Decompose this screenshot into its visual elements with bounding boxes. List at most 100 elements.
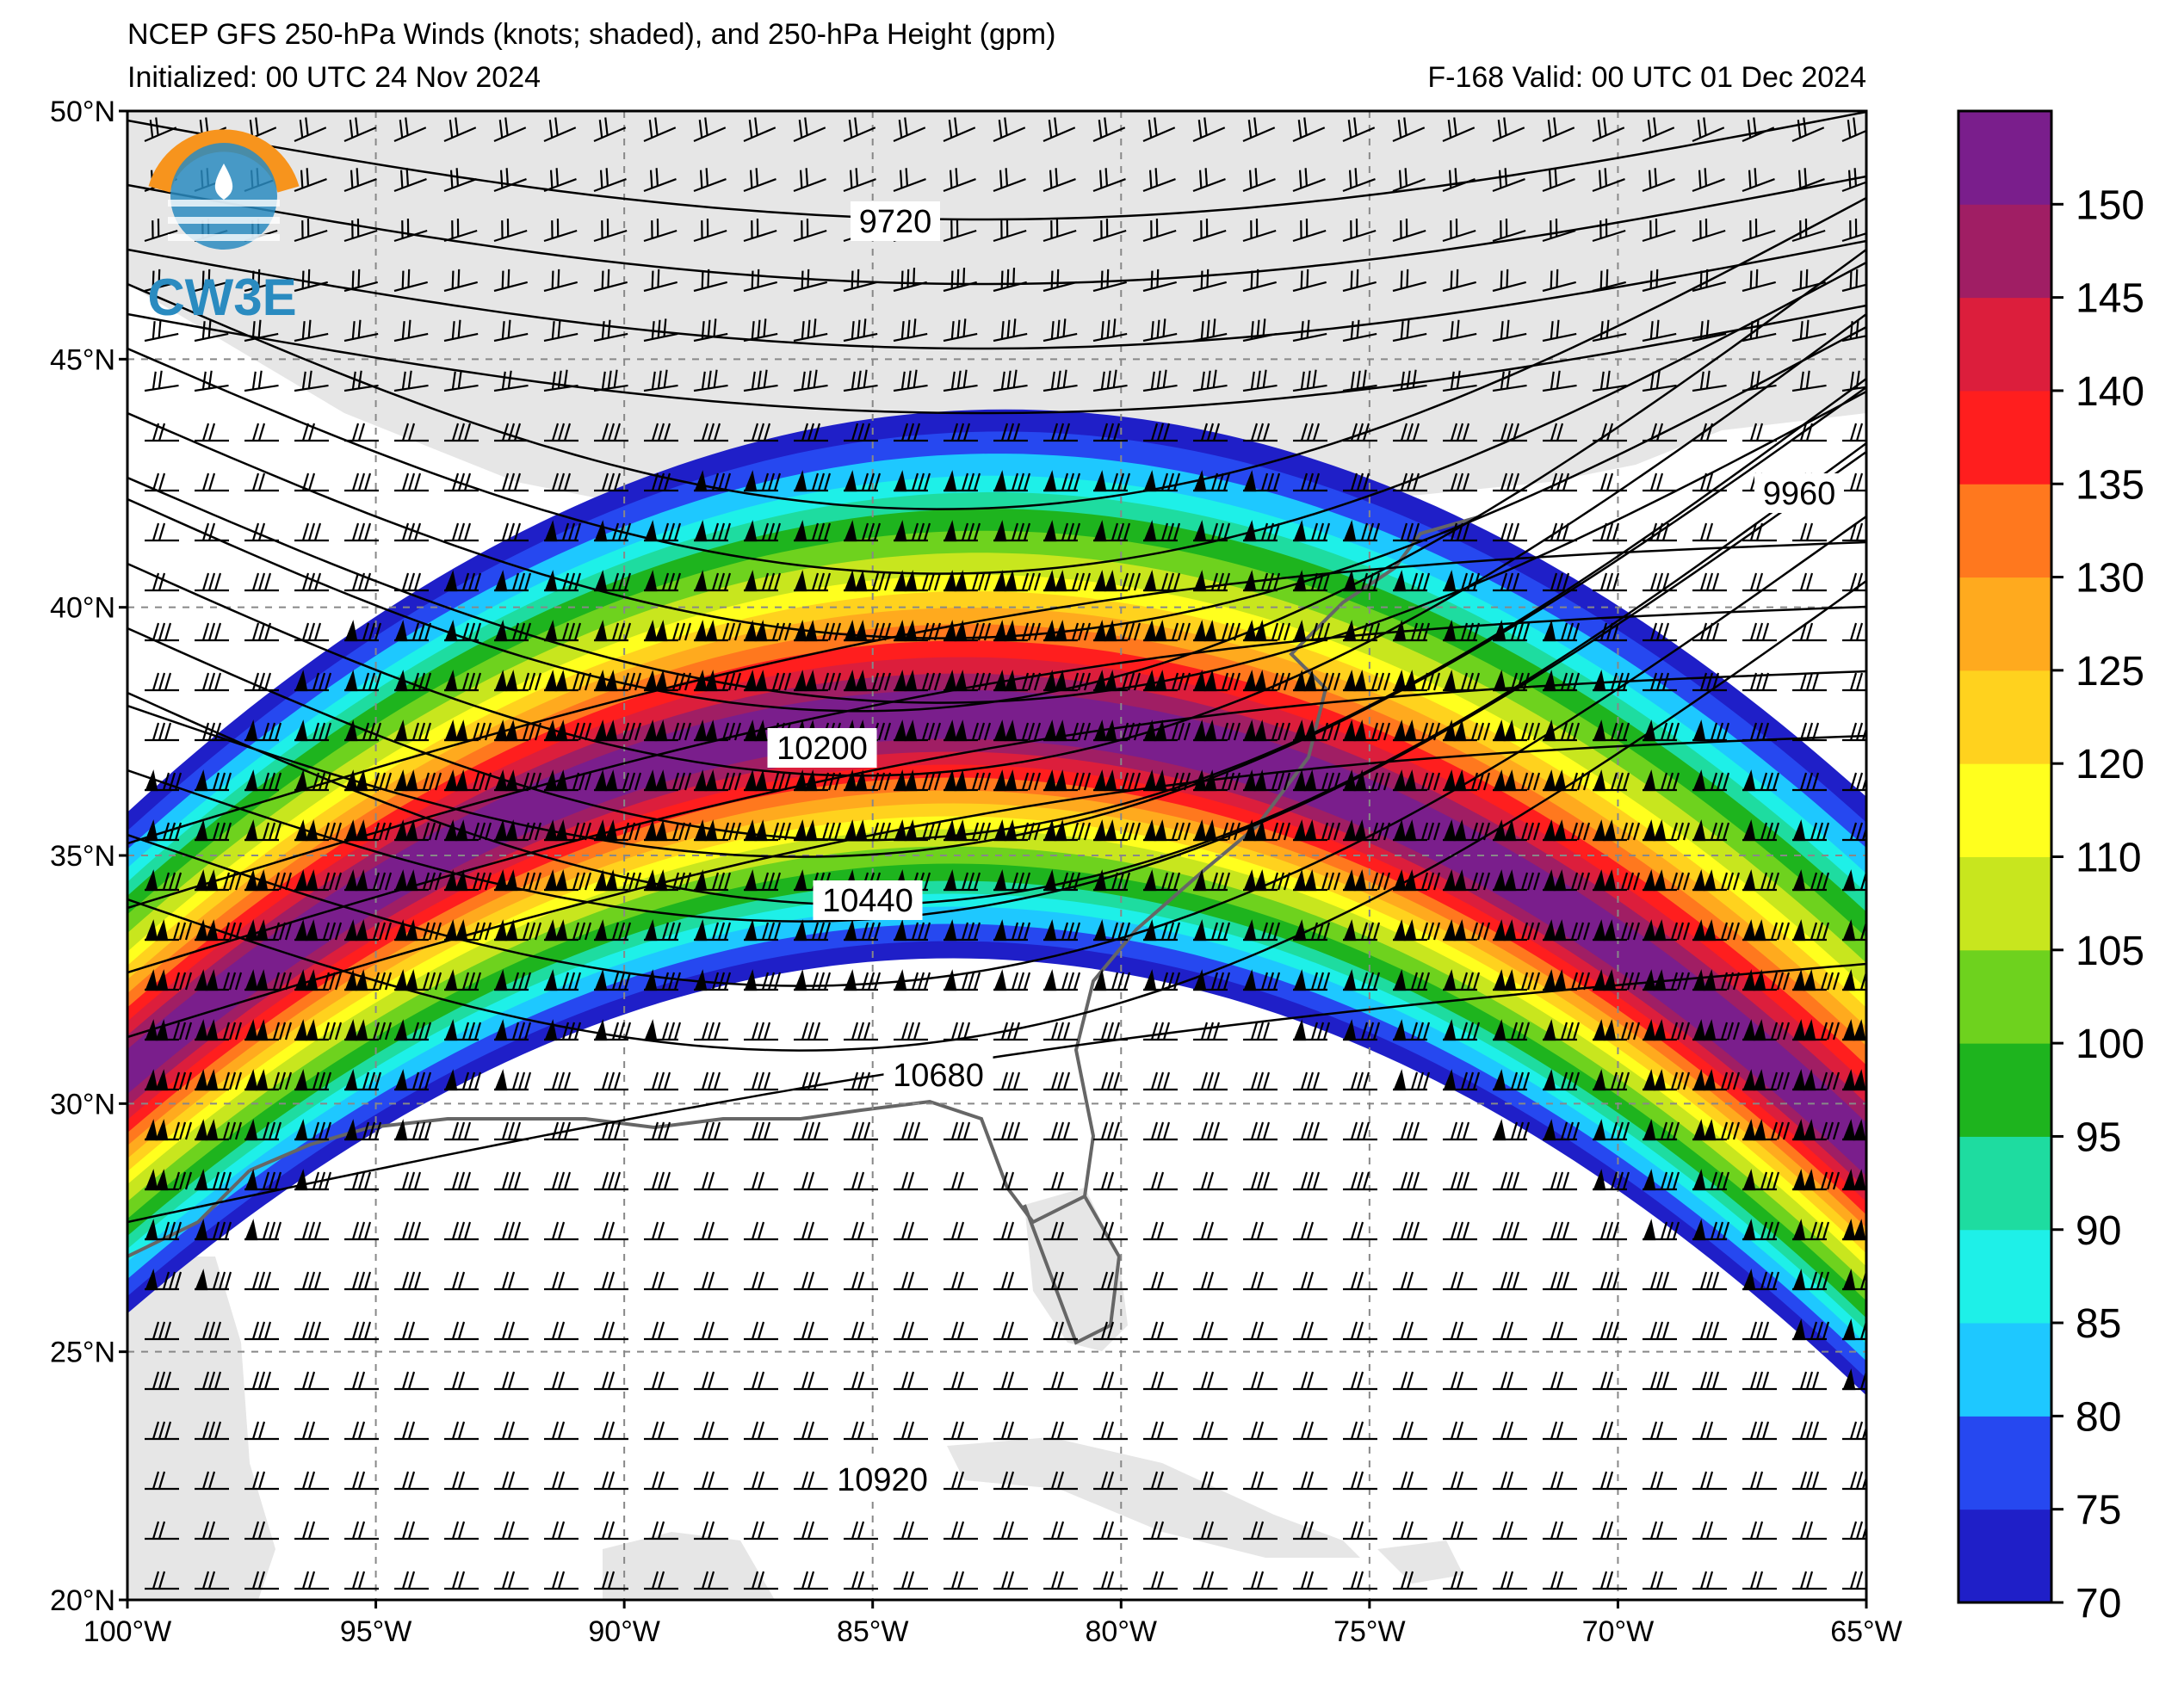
colorbar-segment xyxy=(1958,297,2051,392)
contour-label-10680: 10680 xyxy=(883,1055,993,1095)
wind-barb xyxy=(993,670,1042,692)
wind-barb xyxy=(343,319,379,343)
speed-band xyxy=(127,689,1866,1176)
wind-barb xyxy=(1443,570,1481,592)
wind-barb xyxy=(743,369,778,392)
wind-barb xyxy=(844,670,892,692)
wind-barb xyxy=(1742,319,1777,343)
wind-barb xyxy=(1043,318,1078,343)
wind-barb xyxy=(1192,117,1226,143)
wind-barb xyxy=(593,219,628,243)
wind-barb xyxy=(195,572,229,592)
wind-barb xyxy=(543,319,578,343)
wind-barb xyxy=(1342,319,1377,343)
gulf-coast-land xyxy=(127,1257,275,1600)
wind-barb xyxy=(443,319,479,343)
longitude-label: 85°W xyxy=(837,1615,909,1648)
latitude-label: 40°N xyxy=(50,592,115,625)
wind-barb xyxy=(793,318,828,343)
wind-barb xyxy=(393,269,428,293)
wind-barb xyxy=(794,470,832,492)
wind-barb xyxy=(244,522,279,542)
wind-barb xyxy=(343,168,377,193)
wind-barb xyxy=(294,423,329,442)
wind-barb xyxy=(1043,620,1092,642)
wind-barb xyxy=(694,470,732,492)
wind-barb xyxy=(294,117,327,143)
wind-barb xyxy=(1142,318,1178,343)
wind-barb xyxy=(1842,522,1866,542)
wind-barb xyxy=(743,219,777,243)
wind-barb xyxy=(344,423,379,442)
wind-barb xyxy=(893,117,926,143)
wind-barb xyxy=(943,268,977,293)
wind-barb xyxy=(1192,318,1228,343)
wind-barb xyxy=(743,168,776,193)
wind-barb xyxy=(1092,219,1127,243)
wind-barb xyxy=(644,520,682,542)
wind-barb xyxy=(1543,472,1577,492)
wind-barb xyxy=(1542,168,1575,193)
valid-time: F-168 Valid: 00 UTC 01 Dec 2024 xyxy=(1427,61,1866,94)
wind-barb xyxy=(244,423,279,442)
wind-barb xyxy=(444,522,479,542)
wind-barb xyxy=(244,622,279,642)
wind-barb xyxy=(1841,370,1866,392)
colorbar-tick-label: 80 xyxy=(2076,1394,2121,1440)
wind-barb xyxy=(593,319,628,343)
wind-barb xyxy=(294,670,332,692)
wind-barb xyxy=(1791,269,1826,293)
wind-barb xyxy=(1443,620,1481,642)
wind-barb xyxy=(944,620,992,642)
wind-barb xyxy=(843,269,877,293)
wind-barb xyxy=(145,423,179,442)
colorbar-segment xyxy=(1958,1416,2051,1510)
height-contour-line xyxy=(127,377,1866,842)
wind-barb xyxy=(294,319,329,343)
wind-barb xyxy=(1592,168,1625,193)
wind-barb xyxy=(1643,522,1677,542)
wind-barbs xyxy=(144,117,1866,1590)
wind-barb xyxy=(993,168,1026,193)
wind-barb xyxy=(1692,472,1727,492)
contour-label-10440: 10440 xyxy=(813,880,923,920)
colorbar-tick-label: 135 xyxy=(2076,462,2144,508)
wind-barb xyxy=(893,268,927,293)
wind-barb xyxy=(1492,319,1527,343)
wind-barb xyxy=(195,522,229,542)
wind-barb xyxy=(1043,670,1092,692)
wind-barb xyxy=(1841,168,1866,193)
wind-barb xyxy=(944,423,978,442)
latitude-label: 25°N xyxy=(50,1337,115,1369)
wind-barb xyxy=(393,117,427,143)
colorbar-segment xyxy=(1958,856,2051,951)
map-area: 9720 9960 10200 10440 10680 10920 xyxy=(127,111,1866,1600)
wind-barb xyxy=(543,219,578,243)
colorbar-tick-label: 85 xyxy=(2076,1301,2121,1347)
longitude-label: 95°W xyxy=(340,1615,412,1648)
wind-barb xyxy=(1791,117,1825,143)
wind-barb xyxy=(494,670,542,692)
initialized-time: Initialized: 00 UTC 24 Nov 2024 xyxy=(127,61,541,94)
wind-barb xyxy=(195,472,229,492)
wind-barb xyxy=(294,572,329,592)
colorbar-tick-label: 145 xyxy=(2076,276,2144,322)
wind-barb xyxy=(1543,522,1577,542)
wind-barb xyxy=(1842,472,1866,492)
wind-barb xyxy=(894,423,928,442)
wind-barb xyxy=(144,370,179,392)
colorbar-tick-label: 150 xyxy=(2076,182,2144,228)
wind-barb xyxy=(1493,423,1527,442)
wind-barb xyxy=(543,117,577,143)
contour-label-text: 9720 xyxy=(859,204,932,240)
contour-label-text: 10680 xyxy=(893,1058,984,1094)
wind-barb xyxy=(1043,219,1077,243)
wind-barb xyxy=(1692,572,1727,592)
wind-barb xyxy=(643,117,677,143)
wind-barb xyxy=(394,522,429,542)
wind-barb xyxy=(744,620,792,642)
wind-barb xyxy=(1643,423,1677,442)
wind-barb xyxy=(1043,269,1077,293)
wind-barb xyxy=(1192,369,1228,392)
wind-barb xyxy=(1293,472,1327,492)
